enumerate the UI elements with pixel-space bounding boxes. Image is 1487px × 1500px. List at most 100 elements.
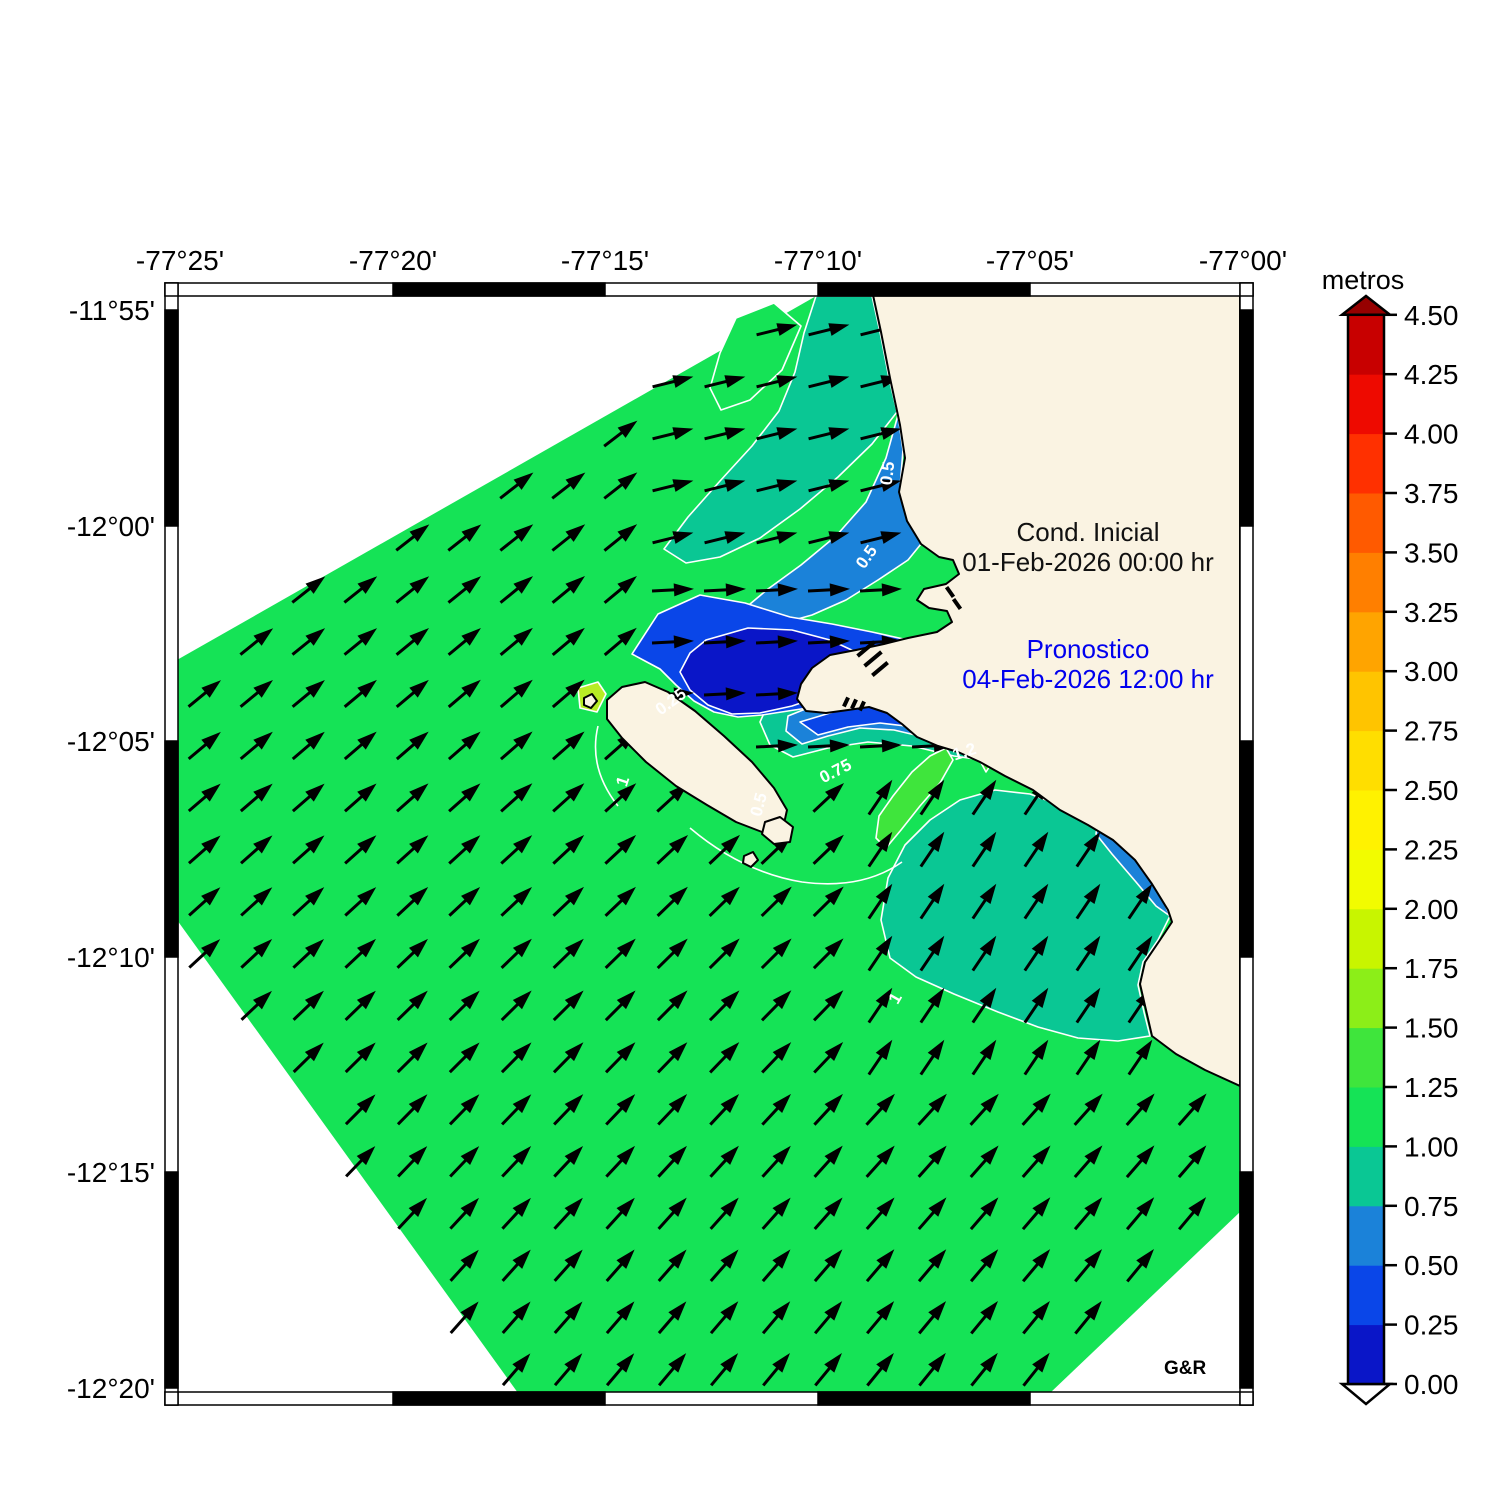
wave-arrow (859, 739, 902, 753)
colorbar-segment (1348, 730, 1384, 791)
wave-arrow (917, 1197, 947, 1231)
wave-arrow (657, 1042, 688, 1074)
y-axis-labels: -11°55' -12°00' -12°05' -12°10' -12°15' -12°2… (67, 295, 155, 1404)
wave-arrow (553, 1301, 583, 1335)
wave-arrow (808, 531, 850, 545)
wave-arrow (343, 783, 377, 813)
pier-structure-6 (944, 585, 956, 599)
wave-arrow (970, 1301, 998, 1335)
wave-arrow (919, 779, 945, 816)
wave-arrow (652, 531, 694, 545)
wave-arrow (760, 938, 792, 970)
wave-arrow (867, 831, 893, 868)
palomino-islet (583, 693, 598, 709)
wave-arrow (448, 835, 481, 865)
wave-arrow (396, 783, 429, 813)
wave-arrow (865, 1093, 895, 1126)
wave-arrow (813, 1249, 843, 1283)
wave-arrow (344, 1042, 376, 1074)
wave-arrow (708, 886, 740, 917)
wave-arrow (501, 1146, 532, 1178)
x-tick-label: -77°05' (986, 245, 1074, 276)
wave-arrow (865, 1197, 895, 1231)
map-frame (164, 282, 1254, 1406)
wave-arrow (971, 1039, 997, 1076)
colorbar-segment (1348, 374, 1384, 435)
wave-arrow (395, 679, 429, 709)
colorbar-tick-label: 0.50 (1404, 1250, 1459, 1281)
wave-arrow (710, 1353, 739, 1387)
wave-arrow (1073, 1093, 1103, 1126)
wave-arrow (500, 886, 533, 917)
wave-arrow (501, 1094, 532, 1126)
wave-arrow (761, 1042, 792, 1074)
wave-arrow (656, 938, 688, 970)
wave-arrow (396, 990, 428, 1022)
colorbar-segment (1348, 314, 1384, 375)
wave-arrow (603, 627, 637, 657)
colorbar-segment (1348, 611, 1384, 672)
wave-arrow (1177, 1093, 1207, 1126)
wave-arrow (1177, 1197, 1207, 1231)
wave-arrow (860, 427, 902, 441)
wave-arrow (812, 886, 844, 918)
wave-arrow (187, 680, 222, 708)
wave-arrow (447, 576, 482, 604)
forecast-label: Pronostico (1026, 634, 1150, 664)
contour-label: 0.5 (877, 460, 899, 486)
colorbar-segment (1348, 790, 1384, 850)
wave-arrow (813, 1145, 843, 1178)
y-tick-label: -12°00' (67, 511, 155, 542)
colorbar-segment (1348, 968, 1384, 1029)
colorbar-segment (1348, 552, 1384, 613)
wave-arrow (656, 990, 688, 1022)
wave-arrow (1022, 1352, 1050, 1387)
wave-arrow (500, 835, 533, 865)
wave-arrow (1022, 1300, 1050, 1335)
wave-arrow (652, 479, 694, 493)
wave-arrow (1021, 1093, 1051, 1126)
colorbar-segment (1348, 1146, 1384, 1207)
wave-arrow (1127, 883, 1153, 920)
wave-arrow (552, 938, 584, 969)
wave-arrow (553, 1197, 583, 1230)
wave-arrow (652, 427, 694, 441)
colorbar-tick-label: 2.00 (1404, 894, 1459, 925)
wave-arrow (867, 883, 893, 920)
wave-arrow (917, 1093, 947, 1126)
wave-arrow (501, 1249, 531, 1282)
wave-arrow (709, 1093, 740, 1126)
wave-arrow (552, 990, 584, 1022)
wave-arrow (865, 1145, 895, 1178)
colorbar-tick-label: 1.25 (1404, 1072, 1459, 1103)
y-tick-label: -12°05' (67, 726, 155, 757)
colorbar-tick-label: 4.25 (1404, 359, 1459, 390)
wave-arrow (603, 420, 638, 448)
colorbar-tick-label: 0.75 (1404, 1191, 1459, 1222)
wave-arrow (1125, 1145, 1155, 1179)
wave-arrow (1075, 935, 1101, 972)
y-tick-label: -12°20' (67, 1373, 155, 1404)
wave-arrow (396, 887, 429, 917)
wave-arrow (501, 1353, 531, 1387)
wave-arrow (656, 834, 689, 865)
wave-arrow (344, 990, 376, 1021)
wave-arrow (343, 731, 377, 761)
wave-arrow (552, 783, 585, 813)
colorbar-tick-label: 2.25 (1404, 834, 1459, 865)
wave-arrow (865, 1249, 895, 1283)
wave-arrow (761, 1093, 792, 1126)
wave-arrow (866, 1301, 895, 1335)
wave-arrow (604, 783, 637, 813)
wave-arrow (551, 576, 586, 604)
wave-arrow (553, 1353, 583, 1387)
wave-arrow (657, 1094, 688, 1126)
wave-arrow (552, 1042, 584, 1074)
wave-arrow (291, 679, 325, 708)
colorbar-tick-label: 3.75 (1404, 478, 1459, 509)
land-masses (583, 296, 1240, 1087)
wave-arrow (755, 635, 798, 649)
colorbar-segment (1348, 671, 1384, 732)
colorbar-segment (1348, 1205, 1384, 1266)
